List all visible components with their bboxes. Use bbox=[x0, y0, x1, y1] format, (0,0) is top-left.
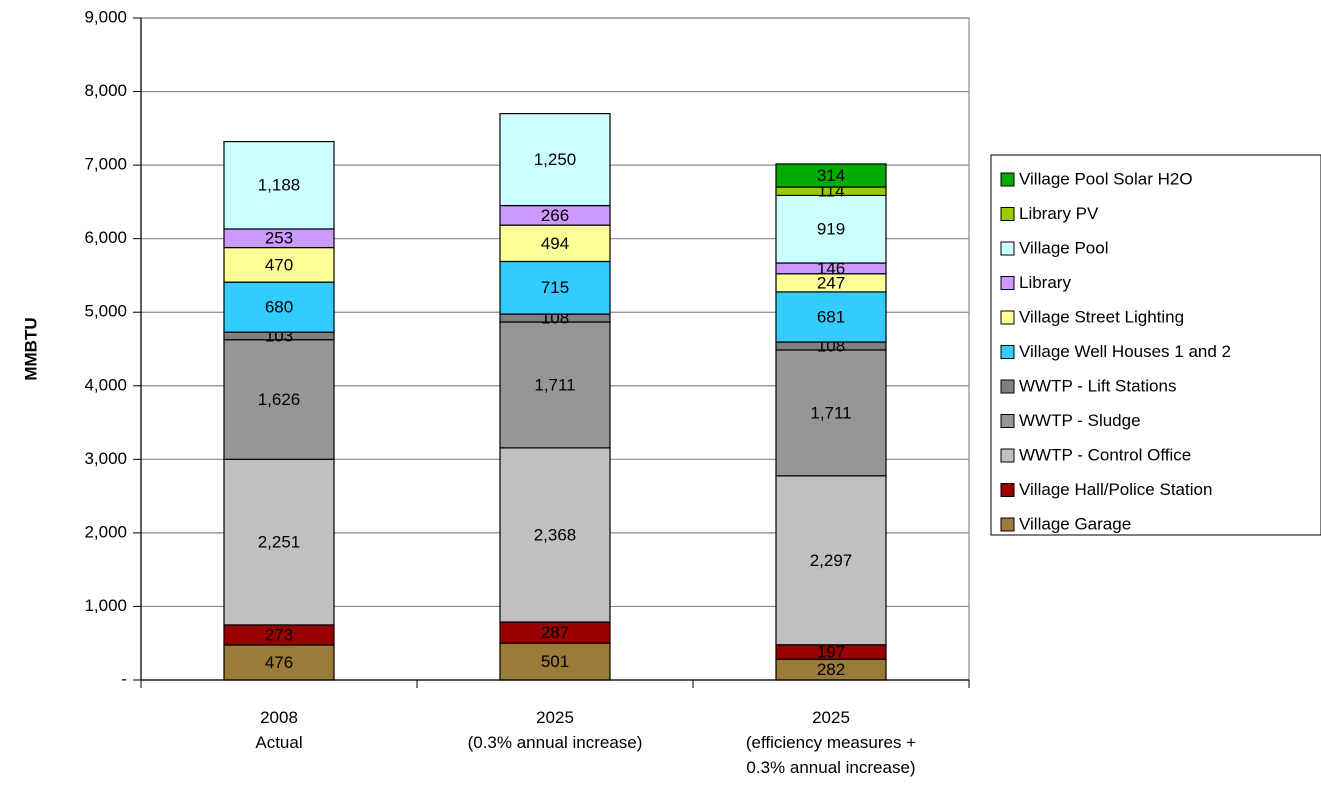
y-tick-label: 5,000 bbox=[84, 302, 127, 321]
data-label: 1,711 bbox=[810, 403, 851, 422]
legend-label: WWTP - Sludge bbox=[1019, 411, 1141, 430]
legend-label: Library bbox=[1019, 273, 1071, 292]
legend-item: Village Hall/Police Station bbox=[1000, 480, 1212, 499]
data-label: 314 bbox=[817, 166, 845, 185]
bar-segment bbox=[499, 224, 611, 263]
y-tick-label: 1,000 bbox=[84, 596, 127, 615]
y-tick-label: 3,000 bbox=[84, 449, 127, 468]
data-label: 287 bbox=[541, 623, 569, 642]
data-label: 680 bbox=[265, 298, 293, 317]
data-label: 681 bbox=[817, 307, 845, 326]
legend-item: Village Well Houses 1 and 2 bbox=[1000, 342, 1231, 361]
bar-segment bbox=[499, 321, 611, 449]
bar-segment bbox=[223, 458, 335, 626]
data-label: 282 bbox=[817, 660, 845, 679]
data-label: 1,188 bbox=[258, 176, 301, 195]
legend-item: WWTP - Lift Stations bbox=[1000, 376, 1176, 395]
legend-label: Village Well Houses 1 and 2 bbox=[1019, 342, 1231, 361]
legend-label: Village Street Lighting bbox=[1019, 307, 1184, 326]
legend-item: Village Garage bbox=[1000, 514, 1131, 533]
bar-segment bbox=[775, 194, 887, 264]
data-label: 494 bbox=[541, 234, 569, 253]
legend-item: WWTP - Sludge bbox=[1000, 411, 1141, 430]
legend-swatch bbox=[1000, 276, 1015, 290]
legend-swatch bbox=[1000, 517, 1015, 532]
data-label: 476 bbox=[265, 653, 293, 672]
data-label: 146 bbox=[817, 259, 845, 278]
data-label: 470 bbox=[265, 255, 293, 274]
legend-swatch bbox=[1000, 345, 1015, 359]
data-label: 2,368 bbox=[534, 525, 577, 544]
y-axis-title: MMBTU bbox=[21, 317, 40, 380]
data-label: 501 bbox=[541, 652, 569, 671]
legend-item: Village Pool bbox=[1000, 238, 1108, 257]
y-tick-label: 2,000 bbox=[84, 522, 127, 541]
legend-box bbox=[990, 154, 1321, 536]
x-tick-label: 2008 Actual bbox=[255, 708, 302, 752]
legend-swatch bbox=[1000, 310, 1015, 325]
data-label: 715 bbox=[541, 278, 569, 297]
axes: - 1,000 2,000 3,000 4,000 5,000 6,000 7,000 8,00… bbox=[84, 7, 970, 777]
legend-item: Library bbox=[1000, 273, 1071, 292]
legend-item: Village Street Lighting bbox=[1000, 307, 1184, 326]
data-label: 1,250 bbox=[534, 150, 577, 169]
legend-item: WWTP - Control Office bbox=[1000, 445, 1191, 464]
legend-swatch bbox=[1000, 448, 1015, 463]
legend-label: WWTP - Control Office bbox=[1019, 445, 1191, 464]
legend-label: Library PV bbox=[1019, 204, 1099, 223]
data-label: 1,711 bbox=[534, 375, 575, 394]
legend-label: WWTP - Lift Stations bbox=[1019, 376, 1176, 395]
bar-segment bbox=[775, 475, 887, 646]
y-axis-title-group: MMBTU bbox=[21, 317, 40, 380]
data-label: 1,626 bbox=[258, 390, 301, 409]
legend-item: Village Pool Solar H2O bbox=[1000, 169, 1193, 188]
legend-label: Village Garage bbox=[1019, 514, 1131, 533]
bars: 4762732,2511,6261036804702531,1885012872… bbox=[223, 113, 887, 681]
legend-item: Library PV bbox=[1000, 204, 1099, 223]
data-label: 919 bbox=[817, 220, 845, 239]
data-label: 2,251 bbox=[258, 533, 301, 552]
legend-label: Village Hall/Police Station bbox=[1019, 480, 1212, 499]
y-tick-label: 4,000 bbox=[84, 375, 127, 394]
legend-label: Village Pool bbox=[1019, 238, 1108, 257]
bar-segment bbox=[775, 163, 887, 188]
legend-swatch bbox=[1000, 241, 1015, 256]
bar-segment bbox=[223, 140, 335, 230]
legend: Village Pool Solar H2O Library PV Village … bbox=[990, 154, 1321, 536]
data-label: 2,297 bbox=[810, 551, 853, 570]
bar-segment bbox=[775, 349, 887, 477]
y-tick-label: 9,000 bbox=[84, 7, 127, 26]
y-tick-label: - bbox=[121, 669, 127, 688]
data-label: 247 bbox=[817, 273, 845, 292]
legend-swatch bbox=[1000, 483, 1015, 497]
legend-swatch bbox=[1000, 379, 1015, 394]
x-tick-label: 2025 (efficiency measures +0.3% annual in… bbox=[746, 708, 916, 777]
data-label: 197 bbox=[817, 642, 845, 661]
data-label: 266 bbox=[541, 206, 569, 225]
y-tick-label: 7,000 bbox=[84, 155, 127, 174]
bar-segment bbox=[499, 260, 611, 315]
y-tick-label: 8,000 bbox=[84, 81, 127, 100]
legend-label: Village Pool Solar H2O bbox=[1019, 169, 1193, 188]
legend-swatch bbox=[1000, 207, 1015, 221]
x-tick-label: 2025 (0.3% annual increase) bbox=[468, 708, 643, 752]
bar-segment bbox=[223, 339, 335, 460]
legend-swatch bbox=[1000, 172, 1015, 187]
bar-segment bbox=[223, 644, 335, 681]
bar-segment bbox=[499, 113, 611, 207]
bar-segment bbox=[499, 447, 611, 623]
data-label: 273 bbox=[265, 625, 293, 644]
data-label: 253 bbox=[265, 229, 293, 248]
legend-swatch bbox=[1000, 414, 1015, 428]
y-tick-label: 6,000 bbox=[84, 228, 127, 247]
